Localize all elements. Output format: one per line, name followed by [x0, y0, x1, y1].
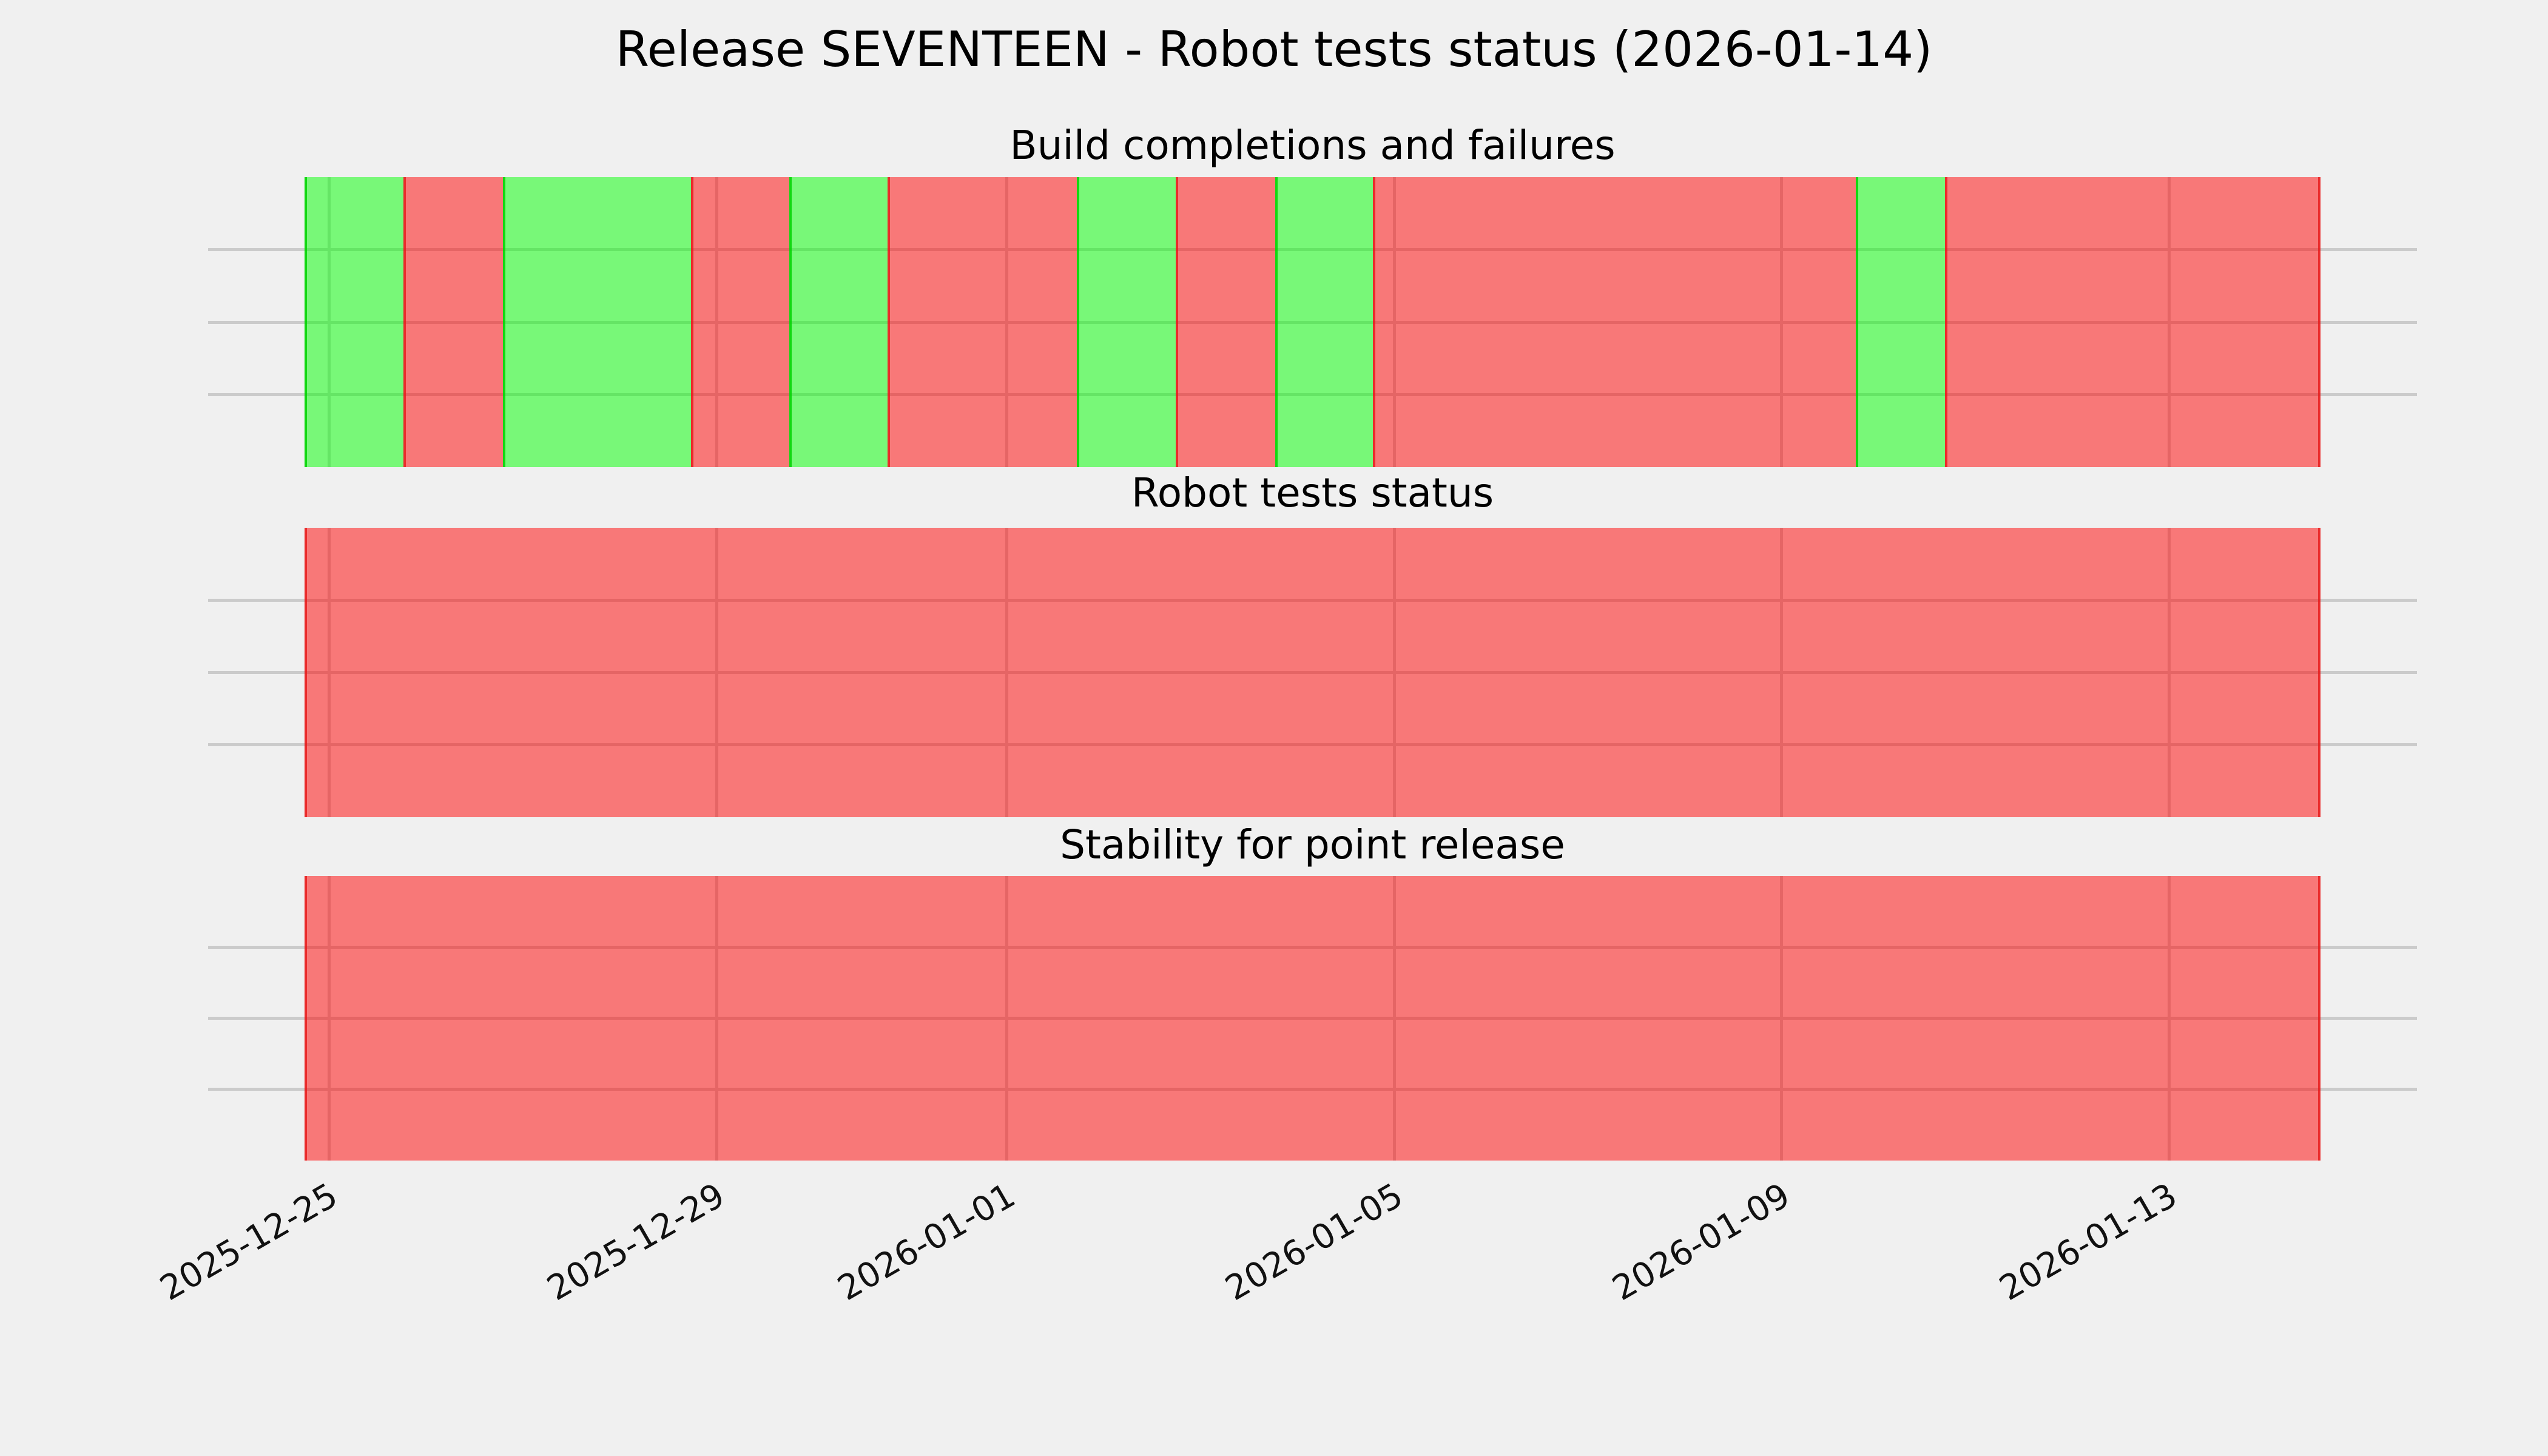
status-band-region — [305, 528, 2320, 817]
status-segment-failure — [403, 177, 503, 467]
figure-title: Release SEVENTEEN - Robot tests status (… — [615, 21, 1933, 78]
subplot3-title: Stability for point release — [1060, 821, 1565, 868]
subplot1-axes-build-completions — [208, 177, 2417, 467]
x-axis-tick-labels: 2025-12-25 2025-12-29 2026-01-01 2026-01-05… — [153, 1176, 2417, 1376]
status-segment-failure — [1175, 177, 1275, 467]
status-segment-success — [305, 177, 403, 467]
subplot1-title: Build completions and failures — [1009, 122, 1616, 169]
status-band-region — [305, 876, 2320, 1161]
status-segment-success — [502, 177, 691, 467]
status-segment-failure — [1944, 177, 2320, 467]
x-tick-label: 2025-12-25 — [153, 1176, 345, 1309]
x-tick-label: 2026-01-05 — [1219, 1176, 1410, 1309]
x-tick-label: 2026-01-01 — [831, 1176, 1022, 1309]
x-tick-label: 2025-12-29 — [541, 1176, 732, 1309]
subplot2-axes-robot-tests — [208, 528, 2417, 817]
status-segment-success — [1856, 177, 1945, 467]
x-tick-label: 2026-01-13 — [1993, 1176, 2184, 1309]
status-segment-success — [789, 177, 888, 467]
subplot3-axes-stability — [208, 876, 2417, 1161]
status-segment-failure — [1372, 177, 1856, 467]
status-segment-failure — [888, 177, 1077, 467]
status-band-region — [305, 177, 2320, 467]
x-tick-label: 2026-01-09 — [1605, 1176, 1797, 1309]
status-segment-failure — [305, 876, 2320, 1161]
status-segment-failure — [305, 528, 2320, 817]
status-segment-success — [1275, 177, 1373, 467]
status-segment-failure — [691, 177, 789, 467]
status-segment-success — [1077, 177, 1176, 467]
subplot2-title: Robot tests status — [1131, 470, 1494, 516]
